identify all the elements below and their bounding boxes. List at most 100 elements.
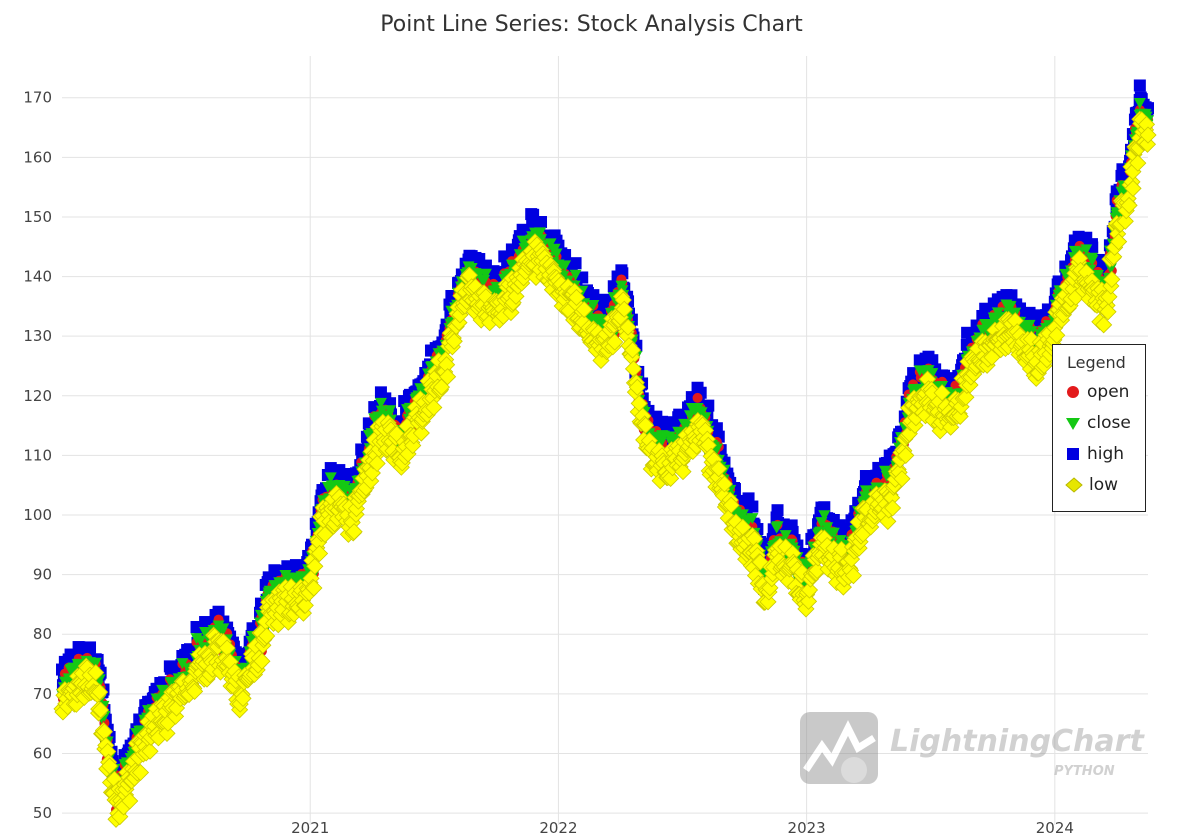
- triangle-down-marker-icon: [1066, 417, 1080, 430]
- y-tick-label: 60: [33, 744, 52, 762]
- low-point: [897, 446, 915, 464]
- close-point: [559, 260, 572, 272]
- y-tick-label: 80: [33, 625, 52, 643]
- watermark-brand: LightningChart: [890, 724, 1144, 759]
- close-point: [534, 227, 547, 239]
- legend-label-high: high: [1087, 443, 1125, 464]
- y-tick-label: 70: [33, 685, 52, 703]
- low-point: [445, 332, 463, 350]
- close-point: [672, 426, 685, 438]
- high-point: [569, 257, 582, 270]
- close-point: [1080, 244, 1093, 256]
- low-point: [1120, 196, 1138, 214]
- x-tick-label: 2024: [1036, 819, 1074, 837]
- legend-entry-low: low: [1065, 469, 1145, 500]
- high-point: [1133, 79, 1146, 92]
- low-point: [1110, 233, 1128, 251]
- low-point: [439, 368, 457, 386]
- close-point: [374, 397, 387, 409]
- low-point: [1095, 316, 1113, 334]
- series-close: [56, 98, 1154, 805]
- close-point: [818, 510, 831, 522]
- high-point: [576, 271, 589, 284]
- close-point: [746, 513, 759, 525]
- low-point: [606, 333, 624, 351]
- low-point: [884, 499, 902, 517]
- high-point: [84, 641, 97, 654]
- y-tick-label: 160: [23, 148, 52, 166]
- low-point: [933, 384, 951, 402]
- close-point: [587, 300, 600, 312]
- lightningchart-logo-icon: [800, 712, 878, 784]
- low-point: [412, 424, 430, 442]
- legend-label-open: open: [1087, 381, 1130, 402]
- low-point: [186, 682, 204, 700]
- close-point: [1086, 255, 1099, 267]
- close-point: [324, 472, 337, 484]
- low-point: [893, 470, 911, 488]
- y-tick-label: 140: [23, 268, 52, 286]
- low-point: [637, 416, 655, 434]
- low-point: [234, 689, 252, 707]
- y-tick-label: 150: [23, 208, 52, 226]
- high-point: [212, 605, 225, 618]
- legend-title: Legend: [1067, 353, 1126, 372]
- low-point: [844, 567, 862, 585]
- lightningchart-watermark: LightningChart PYTHON: [792, 708, 1162, 794]
- y-tick-label: 110: [23, 446, 52, 464]
- close-point: [194, 635, 207, 647]
- low-point: [615, 300, 633, 318]
- high-point: [1023, 306, 1036, 319]
- low-point: [722, 496, 740, 514]
- low-point: [92, 701, 110, 719]
- chart-title: Point Line Series: Stock Analysis Chart: [380, 12, 803, 37]
- low-point: [311, 544, 329, 563]
- low-point: [101, 757, 119, 775]
- close-point: [212, 620, 225, 632]
- close-point: [827, 527, 840, 539]
- close-point: [1023, 319, 1036, 331]
- x-tick-label: 2021: [291, 819, 329, 837]
- low-point: [1103, 270, 1121, 288]
- low-point: [1124, 179, 1142, 197]
- low-point: [425, 398, 443, 417]
- close-point: [478, 275, 491, 287]
- high-point: [926, 354, 939, 367]
- y-tick-label: 130: [23, 327, 52, 345]
- close-point: [384, 405, 397, 417]
- data-marks: [53, 79, 1157, 828]
- close-point: [926, 368, 939, 380]
- low-point: [316, 525, 334, 544]
- close-point: [338, 480, 351, 492]
- high-point: [535, 216, 548, 229]
- low-point: [258, 627, 276, 645]
- high-point: [746, 500, 759, 513]
- series-low: [53, 110, 1157, 828]
- close-point: [375, 405, 388, 417]
- close-point: [176, 658, 189, 670]
- close-point: [1133, 98, 1146, 110]
- close-point: [683, 410, 696, 422]
- low-point: [368, 454, 386, 473]
- low-point: [799, 592, 818, 610]
- close-point: [89, 657, 102, 669]
- legend-label-close: close: [1087, 412, 1131, 433]
- low-point: [1129, 154, 1147, 172]
- low-point: [296, 596, 314, 614]
- close-point: [217, 623, 230, 635]
- low-point: [87, 664, 105, 682]
- close-point: [1091, 269, 1104, 281]
- low-point: [1099, 303, 1117, 321]
- low-point: [1048, 326, 1066, 344]
- low-point: [141, 742, 159, 760]
- low-point: [628, 378, 646, 396]
- circle-marker-icon: [1067, 385, 1079, 398]
- low-point: [305, 579, 323, 597]
- low-point: [1139, 126, 1157, 144]
- series-high: [56, 79, 1154, 794]
- low-point: [623, 341, 642, 359]
- low-point: [158, 724, 176, 742]
- low-point: [567, 288, 586, 306]
- close-point: [1004, 301, 1017, 313]
